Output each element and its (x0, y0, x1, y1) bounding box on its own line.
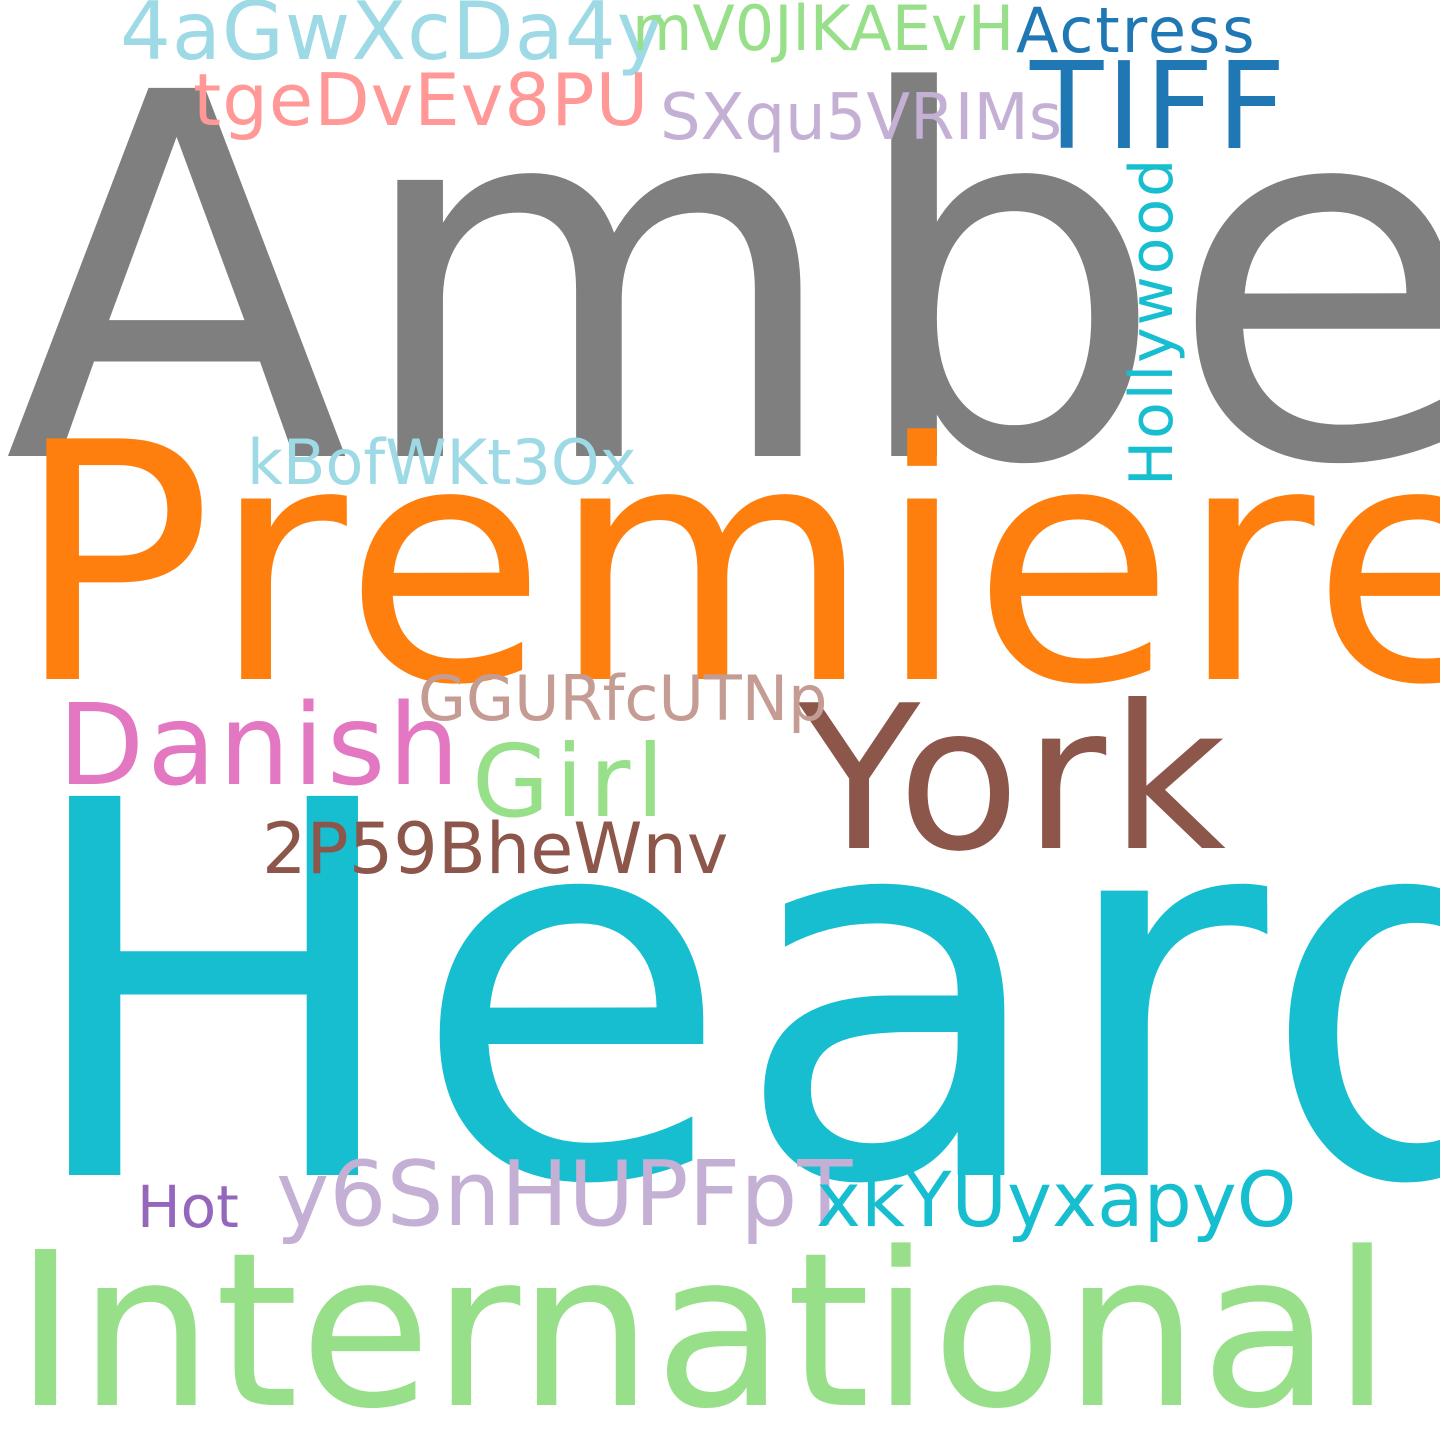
word-kbofwkt3ox: kBofWKt3Ox (247, 426, 637, 499)
word-amber: Amber (4, 0, 1440, 576)
word-mv0jlkaevh: mV0JlKAEvH (632, 0, 1015, 65)
word-tiff: TIFF (1030, 38, 1289, 177)
word-2p59bhewnv: 2P59BheWnv (262, 808, 729, 890)
word-4agwxcda4y: 4aGwXcDa4y (120, 0, 665, 78)
word-heard: Heard (18, 692, 1440, 1298)
word-girl: Girl (472, 723, 671, 840)
word-xkyuyxapyo: xkYUyxapyO (816, 1155, 1297, 1244)
word-tgedvev8pu: tgeDvEv8PU (193, 58, 650, 142)
word-y6snhupfpt: y6SnHUPFpT (276, 1142, 853, 1247)
word-ggurfcutnp: GGURfcUTNp (418, 662, 828, 735)
word-hot: Hot (137, 1173, 239, 1241)
word-york: York (798, 663, 1231, 896)
word-international: International (14, 1207, 1393, 1440)
word-sxqu5vrims: SXqu5VRIMs (660, 81, 1063, 155)
word-premiere: Premiere (14, 373, 1440, 757)
word-danish: Danish (58, 681, 463, 811)
word-hollywood: Hollywood (1117, 156, 1187, 486)
word-actress: Actress (1016, 0, 1257, 67)
